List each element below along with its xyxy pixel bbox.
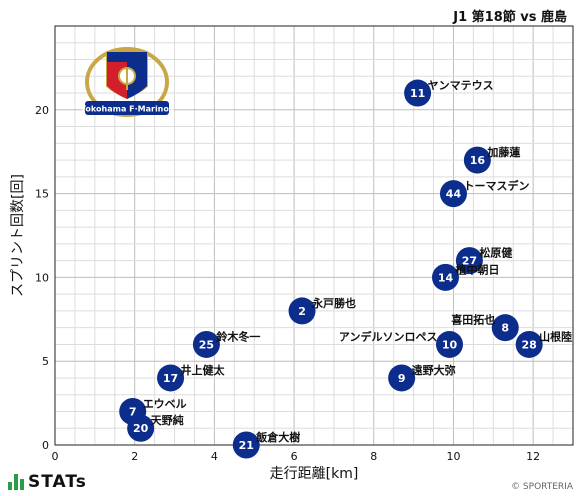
x-tick-label: 12 bbox=[526, 450, 540, 463]
chart-grid bbox=[54, 25, 574, 446]
x-tick-label: 2 bbox=[131, 450, 138, 463]
point-number: 9 bbox=[398, 372, 406, 385]
team-crest-logo: Yokohama F·Marinos bbox=[79, 47, 174, 117]
point-number: 7 bbox=[129, 405, 137, 418]
point-label: アンデルソンロペス bbox=[339, 329, 438, 343]
point-number: 2 bbox=[298, 305, 306, 318]
match-title: J1 第18節 vs 鹿島 bbox=[453, 10, 567, 25]
point-marker bbox=[388, 364, 416, 392]
point-label: 井上健太 bbox=[181, 363, 226, 377]
stats-bars-icon bbox=[8, 474, 24, 490]
data-point: 8 喜田拓也 bbox=[451, 313, 519, 342]
point-marker bbox=[232, 431, 260, 459]
point-number: 14 bbox=[438, 271, 454, 284]
data-point: 2 永戸勝也 bbox=[288, 296, 356, 325]
data-points: 11ヤンマテウス16加藤蓮44トーマスデン27松原健14植中朝日2永戸勝也8喜田… bbox=[119, 79, 572, 459]
x-tick-label: 10 bbox=[446, 450, 460, 463]
point-marker bbox=[192, 330, 220, 358]
point-label: 飯倉大樹 bbox=[255, 430, 300, 444]
point-marker bbox=[404, 79, 432, 107]
point-number: 28 bbox=[522, 338, 537, 351]
point-label: 松原健 bbox=[479, 246, 513, 260]
point-number: 21 bbox=[239, 439, 254, 452]
point-number: 11 bbox=[410, 87, 425, 100]
stats-logo: STATs bbox=[8, 472, 87, 492]
data-point: 10 アンデルソンロペス bbox=[339, 329, 463, 358]
point-number: 25 bbox=[199, 338, 214, 351]
point-marker bbox=[435, 330, 463, 358]
point-marker bbox=[157, 364, 185, 392]
point-number: 44 bbox=[446, 188, 462, 201]
x-tick-label: 0 bbox=[52, 450, 59, 463]
point-label: ヤンマテウス bbox=[428, 79, 494, 92]
point-label: 天野純 bbox=[151, 413, 184, 427]
y-tick-label: 20 bbox=[35, 104, 49, 117]
point-marker bbox=[491, 314, 519, 342]
point-marker bbox=[439, 180, 467, 208]
y-axis-label: スプリント回数[回] bbox=[10, 174, 26, 297]
point-label: トーマスデン bbox=[463, 179, 529, 193]
stats-label: STATs bbox=[28, 472, 87, 492]
point-label: 永戸勝也 bbox=[311, 296, 356, 310]
point-marker bbox=[431, 263, 459, 291]
x-axis-label: 走行距離[km] bbox=[270, 465, 359, 482]
point-label: 鈴木冬一 bbox=[216, 329, 260, 343]
copyright: © SPORTERIA bbox=[511, 482, 573, 492]
point-marker bbox=[463, 146, 491, 174]
x-tick-label: 6 bbox=[291, 450, 298, 463]
point-label: エウベル bbox=[143, 397, 187, 410]
point-marker bbox=[515, 330, 543, 358]
point-number: 8 bbox=[501, 322, 509, 335]
point-marker bbox=[455, 247, 483, 275]
point-number: 20 bbox=[133, 422, 149, 435]
y-tick-label: 0 bbox=[42, 439, 49, 452]
y-tick-label: 5 bbox=[42, 355, 49, 368]
x-tick-label: 4 bbox=[211, 450, 218, 463]
axis-ticks: 0 2 4 6 8 10 12 0 5 10 15 20 bbox=[35, 104, 540, 463]
point-label: 植中朝日 bbox=[454, 262, 499, 276]
y-tick-label: 10 bbox=[35, 271, 49, 284]
point-marker bbox=[127, 414, 155, 442]
point-number: 27 bbox=[462, 255, 477, 268]
point-number: 10 bbox=[442, 338, 458, 351]
point-marker bbox=[288, 297, 316, 325]
point-label: 加藤蓮 bbox=[486, 145, 520, 159]
point-label: 喜田拓也 bbox=[451, 313, 495, 327]
plot-frame bbox=[54, 25, 574, 446]
crest-text: Yokohama F·Marinos bbox=[79, 105, 174, 114]
point-label: 遠野大弥 bbox=[412, 363, 456, 377]
point-number: 16 bbox=[470, 154, 486, 167]
y-tick-label: 15 bbox=[35, 188, 49, 201]
point-number: 17 bbox=[163, 372, 178, 385]
x-tick-label: 8 bbox=[370, 450, 377, 463]
point-label: 山根陸 bbox=[539, 329, 572, 343]
data-point: 9 遠野大弥 bbox=[388, 363, 456, 392]
